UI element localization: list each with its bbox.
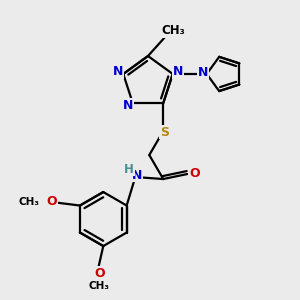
- Text: N: N: [172, 65, 183, 79]
- Text: O: O: [189, 167, 200, 179]
- Text: S: S: [160, 125, 169, 139]
- Text: CH₃: CH₃: [161, 25, 185, 38]
- Text: O: O: [46, 195, 57, 208]
- Text: N: N: [113, 65, 124, 79]
- Text: N: N: [132, 169, 142, 182]
- Text: N: N: [122, 98, 133, 112]
- Text: CH₃: CH₃: [19, 196, 40, 206]
- Text: O: O: [94, 266, 105, 280]
- Text: N: N: [197, 67, 208, 80]
- Text: H: H: [124, 163, 134, 176]
- Text: CH₃: CH₃: [89, 281, 110, 291]
